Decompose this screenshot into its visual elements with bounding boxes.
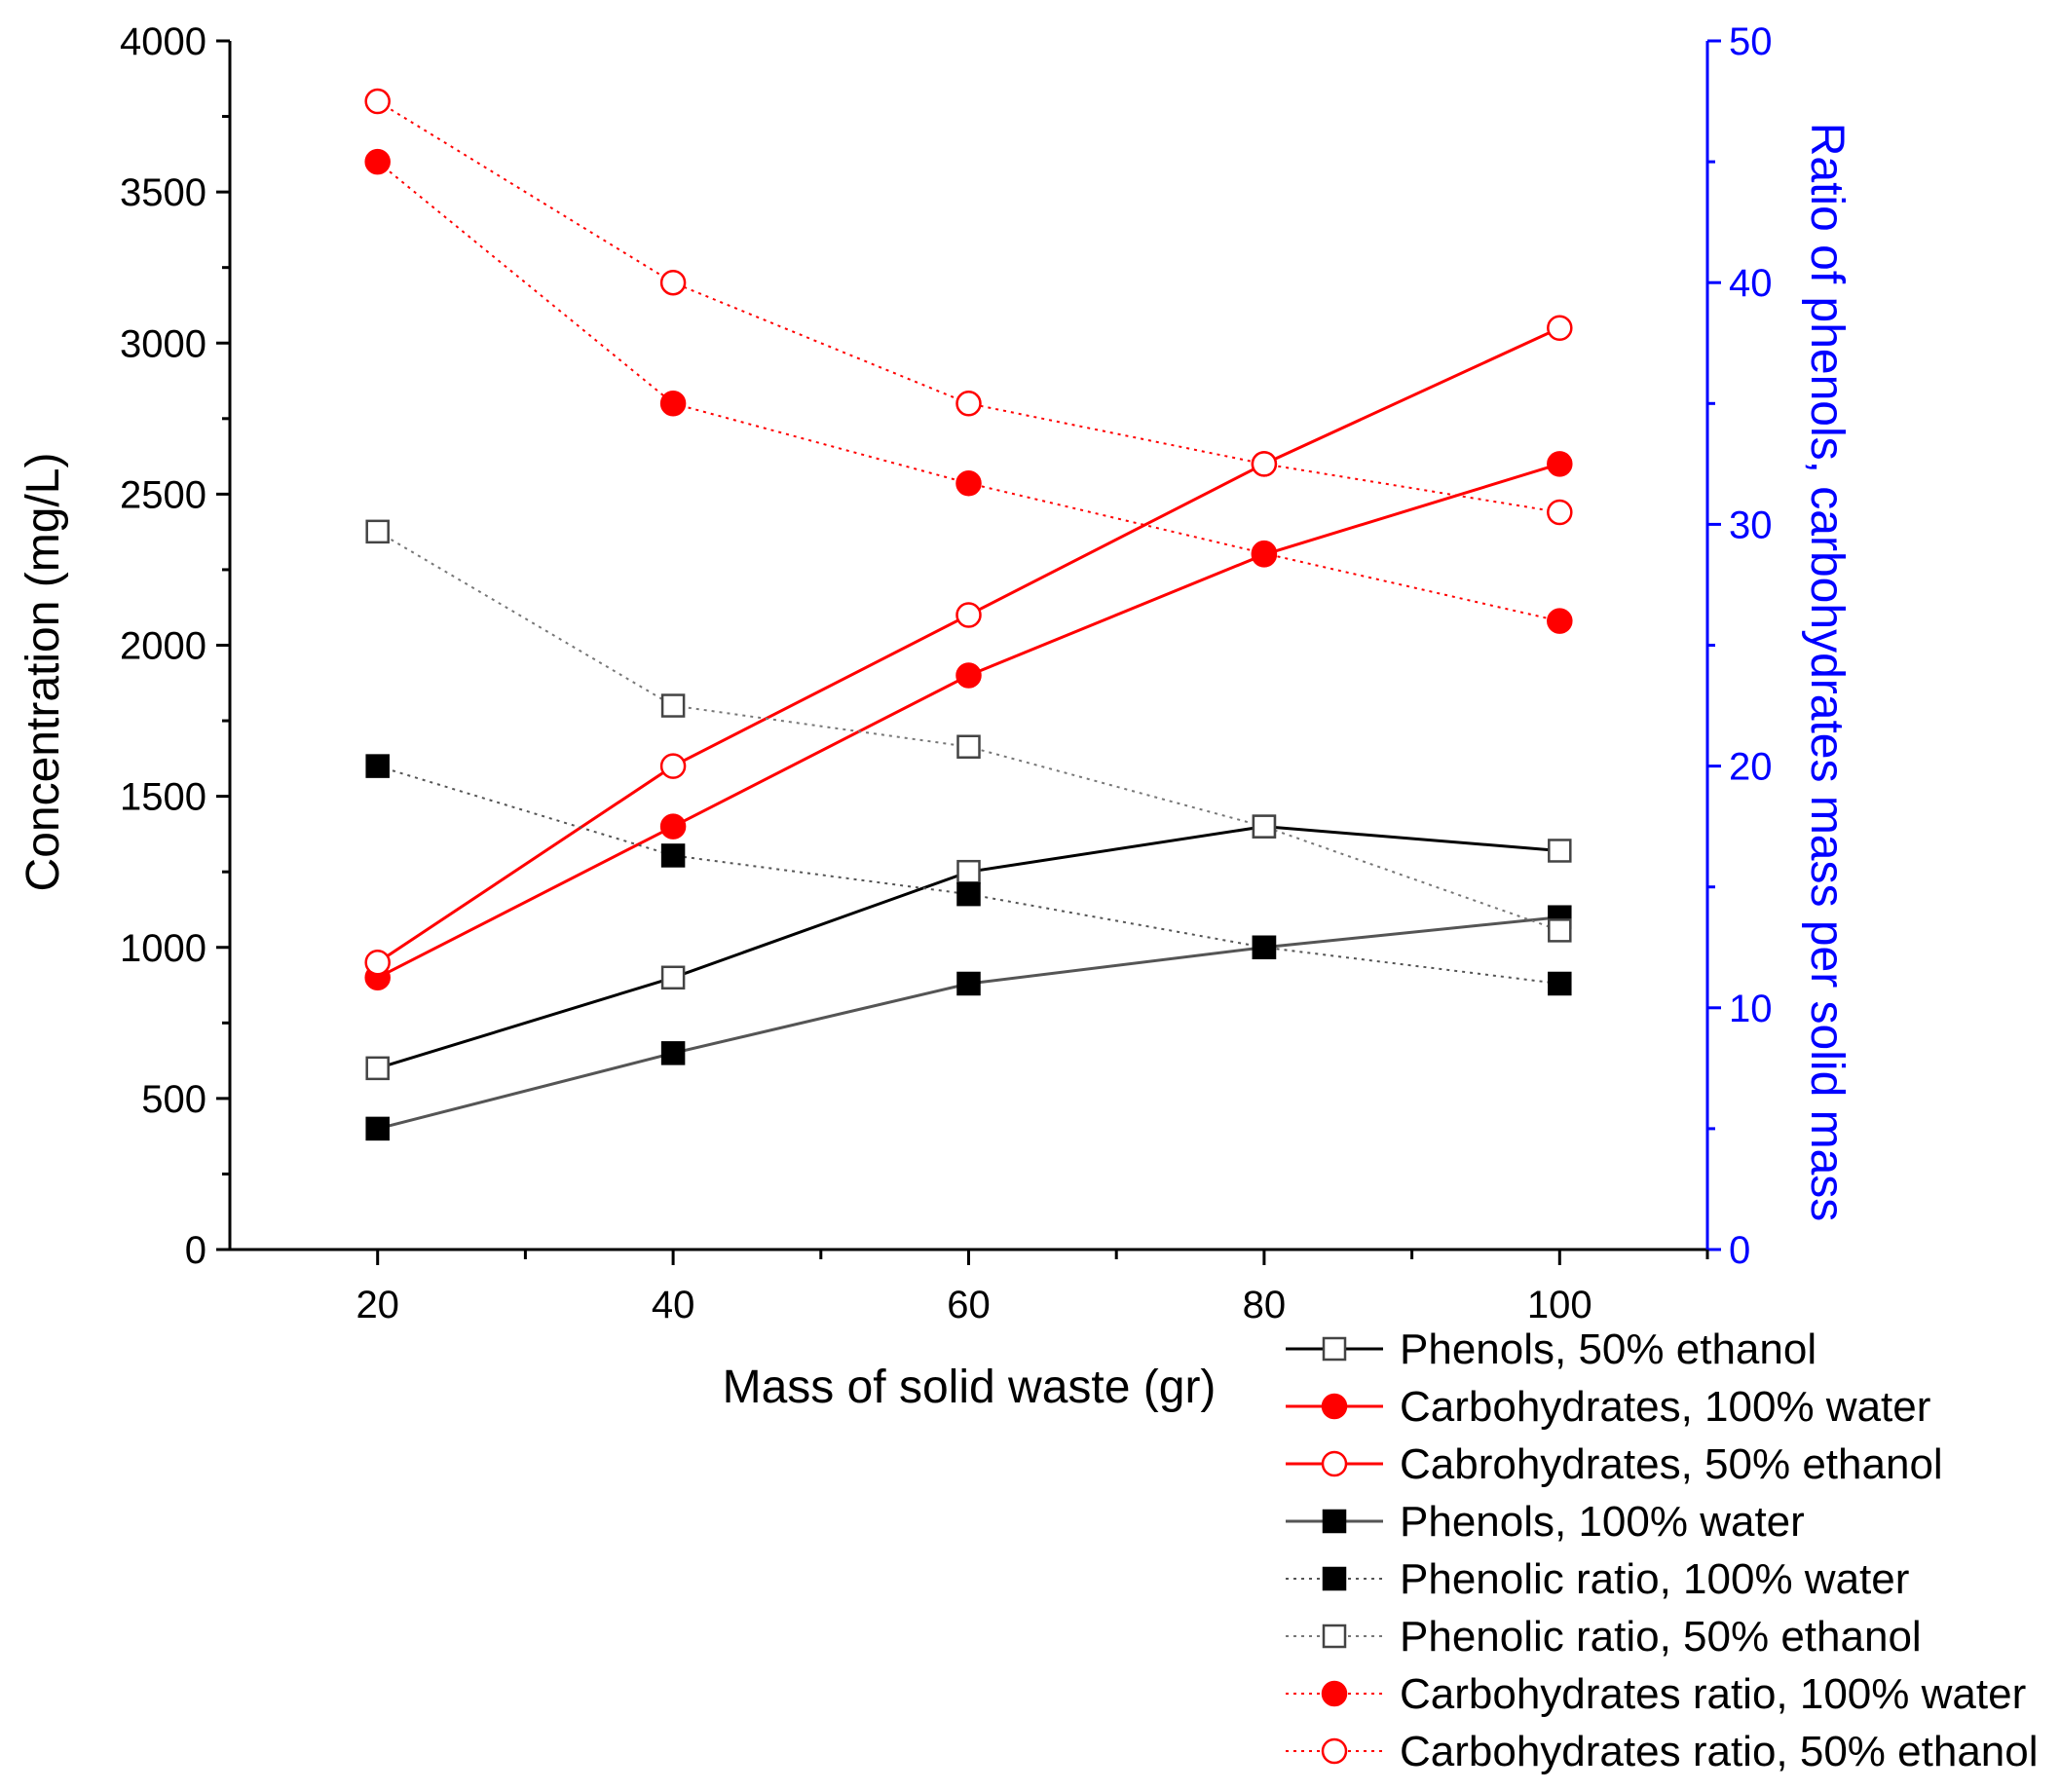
y-tick-label: 3500 xyxy=(120,171,206,214)
x-tick-label: 80 xyxy=(1243,1284,1287,1326)
y2-axis-title: Ratio of phenols, carbohydrates mass per… xyxy=(1801,123,1853,1222)
data-point xyxy=(1548,971,1572,996)
legend-item-5: Phenolic ratio, 100% water xyxy=(1286,1555,1909,1603)
legend-label: Phenolic ratio, 100% water xyxy=(1400,1555,1909,1603)
data-point xyxy=(365,1056,390,1081)
legend-item-2: Carbohydrates, 100% water xyxy=(1286,1383,1930,1431)
legend-label: Phenolic ratio, 50% ethanol xyxy=(1400,1613,1922,1661)
y2-tick-label: 40 xyxy=(1729,262,1773,305)
data-point xyxy=(660,965,686,990)
legend-marker xyxy=(1322,1509,1347,1534)
y-tick-label: 3000 xyxy=(120,322,206,365)
legend-item-8: Carbohydrates ratio, 50% ethanol xyxy=(1286,1728,2039,1775)
data-point xyxy=(365,754,390,778)
series-1 xyxy=(365,814,1572,1081)
legend-marker xyxy=(1321,1393,1348,1420)
y-tick-label: 1000 xyxy=(120,927,206,970)
data-point xyxy=(659,813,687,840)
data-point xyxy=(660,693,686,718)
series-2 xyxy=(364,451,1573,991)
legend-item-3: Cabrohydrates, 50% ethanol xyxy=(1286,1440,1943,1488)
legend-label: Cabrohydrates, 50% ethanol xyxy=(1400,1440,1943,1488)
y2-tick-label: 20 xyxy=(1729,746,1773,789)
x-tick-label: 40 xyxy=(652,1284,695,1326)
y2-tick-label: 0 xyxy=(1729,1229,1750,1272)
data-point xyxy=(659,269,687,296)
data-point xyxy=(659,391,687,417)
legend-item-7: Carbohydrates ratio, 100% water xyxy=(1286,1670,2026,1718)
data-point xyxy=(364,88,391,115)
x-axis-title: Mass of solid waste (gr) xyxy=(723,1362,1217,1413)
legend-item-1: Phenols, 50% ethanol xyxy=(1286,1325,1817,1373)
data-point xyxy=(956,971,981,996)
legend-label: Phenols, 50% ethanol xyxy=(1400,1325,1817,1373)
y-tick-label: 2500 xyxy=(120,473,206,516)
legend-marker xyxy=(1322,1566,1347,1591)
x-tick-label: 60 xyxy=(947,1284,991,1326)
x-tick-label: 20 xyxy=(356,1284,399,1326)
y2-tick-label: 30 xyxy=(1729,504,1773,546)
y-tick-label: 1500 xyxy=(120,776,206,819)
legend-item-6: Phenolic ratio, 50% ethanol xyxy=(1286,1613,1922,1661)
legend-label: Carbohydrates ratio, 50% ethanol xyxy=(1400,1728,2039,1775)
data-point xyxy=(1252,814,1277,839)
data-point xyxy=(955,469,982,497)
y-tick-label: 2000 xyxy=(120,625,206,668)
data-point xyxy=(1547,451,1573,477)
data-point xyxy=(956,881,981,907)
legend-marker xyxy=(1322,1624,1347,1649)
legend-label: Carbohydrates, 100% water xyxy=(1400,1383,1930,1431)
data-point xyxy=(365,519,390,544)
data-point xyxy=(660,1041,686,1065)
data-point xyxy=(364,950,391,976)
series-5 xyxy=(365,754,1572,996)
y-tick-label: 500 xyxy=(141,1078,206,1121)
series-line xyxy=(377,765,1560,985)
y2-tick-label: 10 xyxy=(1729,988,1773,1030)
legend-marker xyxy=(1321,1680,1348,1707)
data-point xyxy=(1547,499,1573,526)
data-point xyxy=(956,734,981,759)
data-point xyxy=(955,662,982,689)
y-tick-label: 4000 xyxy=(120,20,206,63)
data-point xyxy=(1251,451,1278,477)
legend-marker xyxy=(1321,1737,1348,1765)
data-point xyxy=(660,843,686,868)
x-tick-label: 100 xyxy=(1527,1284,1592,1326)
series-line xyxy=(377,915,1560,1131)
data-point xyxy=(365,1116,390,1141)
series-group xyxy=(364,88,1573,1141)
legend: Phenols, 50% ethanol Carbohydrates, 100% … xyxy=(1286,1325,2039,1775)
axes: 0 500 1000 1500 2000 2500 3000 3500 4000 0 10 20 30 4… xyxy=(120,20,1772,1326)
series-8 xyxy=(364,88,1573,526)
data-point xyxy=(1252,935,1277,959)
series-4 xyxy=(365,905,1572,1141)
data-point xyxy=(955,391,982,417)
data-point xyxy=(1251,540,1278,567)
data-point xyxy=(1547,315,1573,341)
data-point xyxy=(1548,918,1572,943)
legend-marker xyxy=(1321,1450,1348,1477)
y-axis-title: Concentration (mg/L) xyxy=(18,453,69,892)
series-line xyxy=(377,100,1560,513)
data-point xyxy=(1548,839,1572,863)
data-point xyxy=(1547,608,1573,634)
data-point xyxy=(955,602,982,628)
data-point xyxy=(364,148,391,175)
data-point xyxy=(956,859,981,884)
legend-label: Carbohydrates ratio, 100% water xyxy=(1400,1670,2026,1718)
y2-tick-label: 50 xyxy=(1729,20,1773,63)
legend-label: Phenols, 100% water xyxy=(1400,1498,1805,1546)
data-point xyxy=(659,753,687,779)
legend-marker xyxy=(1322,1336,1347,1362)
y-tick-label: 0 xyxy=(185,1229,206,1272)
series-7 xyxy=(364,148,1573,634)
series-6 xyxy=(365,519,1572,943)
legend-item-4: Phenols, 100% water xyxy=(1286,1498,1805,1546)
